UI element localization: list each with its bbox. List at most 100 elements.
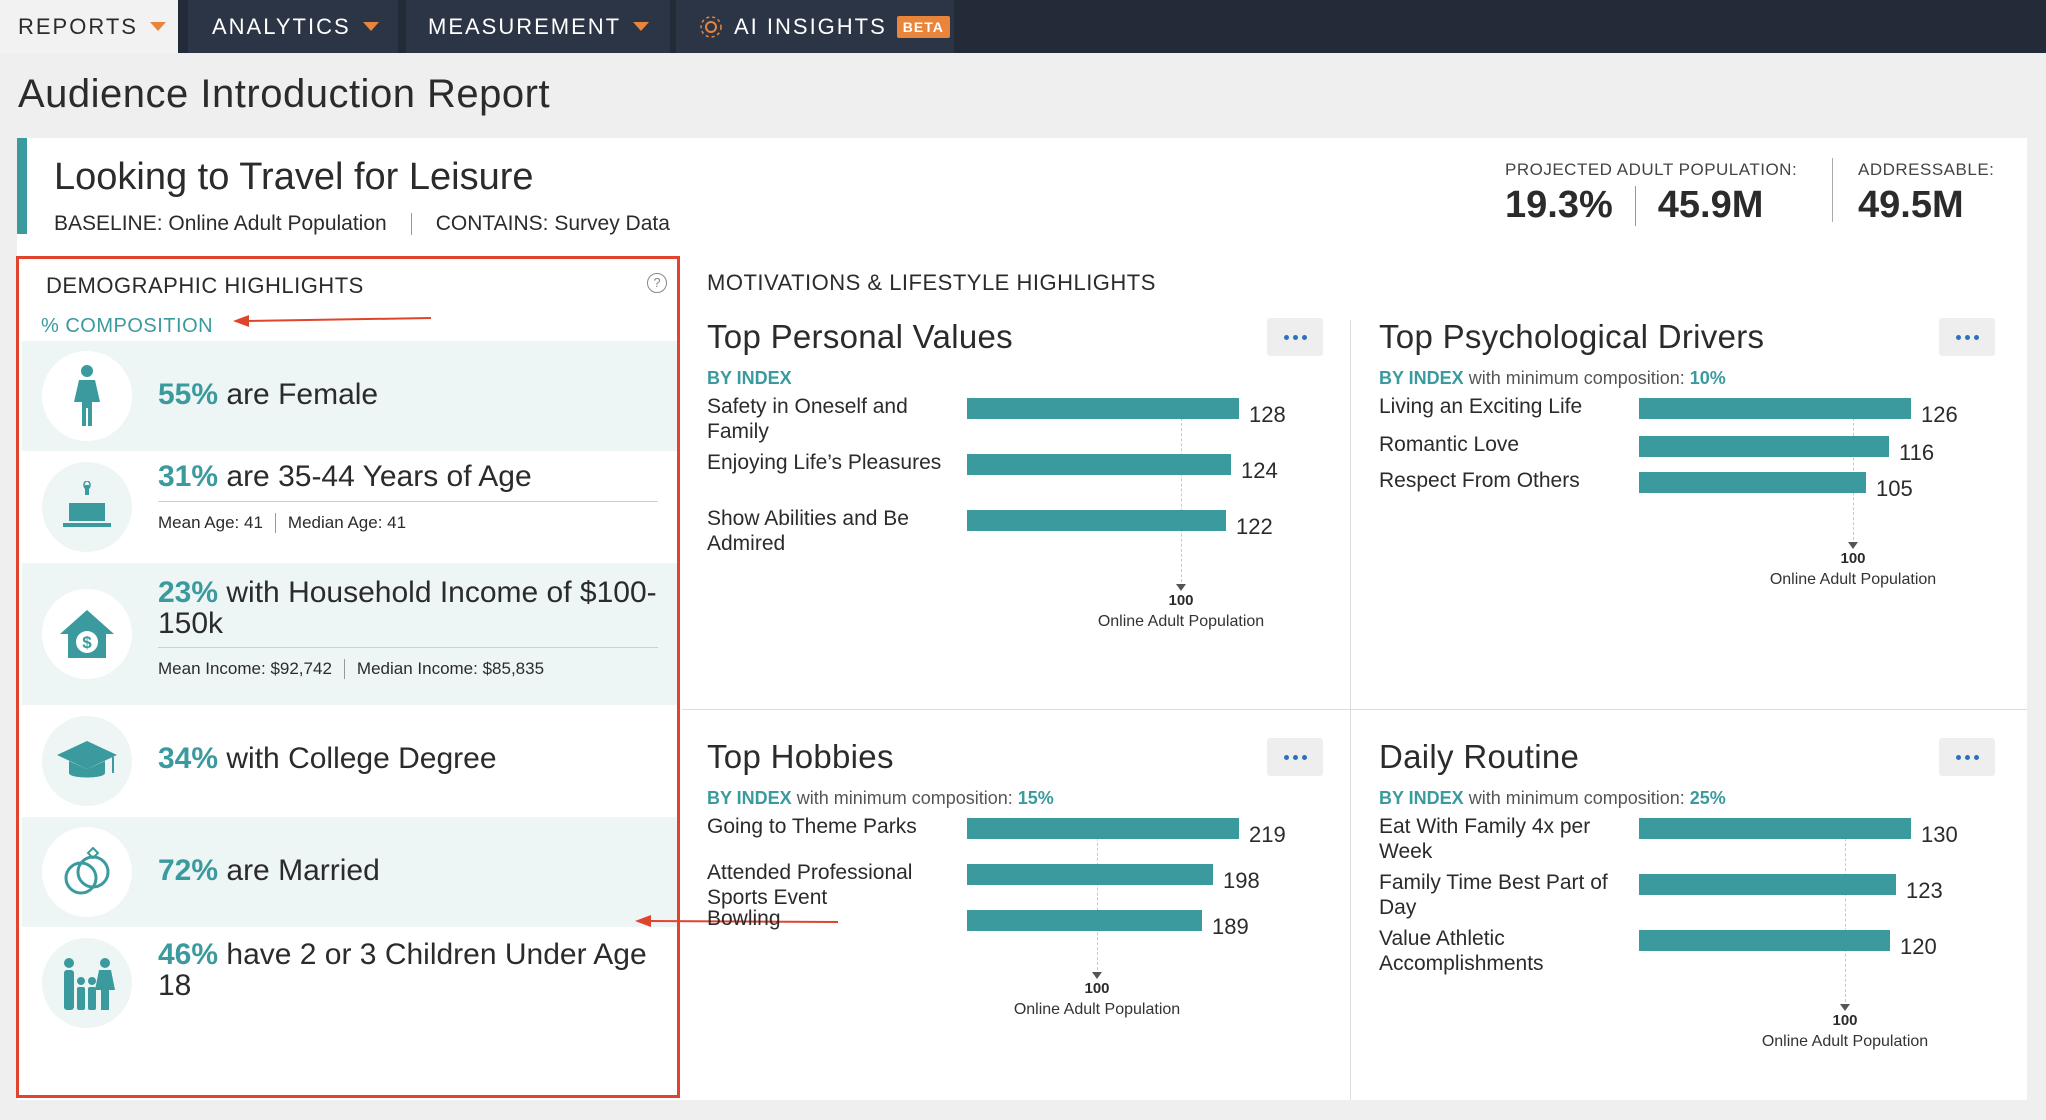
bar[interactable] [1639, 818, 1911, 839]
motivations-heading: MOTIVATIONS & LIFESTYLE HIGHLIGHTS [707, 270, 1156, 295]
dot-icon [1301, 754, 1307, 760]
min-composition-text: with minimum composition: [791, 788, 1018, 808]
baseline-value: 100 [1168, 592, 1194, 609]
demo-label: have 2 or 3 Children Under Age 18 [158, 938, 647, 1002]
audience-meta: BASELINE: Online Adult Population CONTAI… [54, 212, 670, 236]
graduation-cap-icon [42, 716, 132, 806]
more-options-button[interactable] [1267, 738, 1323, 776]
divider [682, 709, 2027, 710]
audience-title: Looking to Travel for Leisure [54, 156, 534, 198]
demo-pct: 23% [158, 576, 219, 609]
house-dollar-icon: $ [42, 589, 132, 679]
baseline-marker-icon [1092, 972, 1102, 979]
min-composition-value: 25% [1689, 788, 1726, 808]
help-icon[interactable]: ? [647, 273, 667, 293]
projected-pct: 19.3% [1505, 184, 1613, 226]
bar[interactable] [967, 454, 1231, 475]
page-title: Audience Introduction Report [18, 72, 551, 116]
nav-analytics-label: ANALYTICS [212, 13, 351, 39]
min-composition-text: with minimum composition: [1463, 368, 1690, 388]
more-options-button[interactable] [1267, 318, 1323, 356]
nav-ai-insights[interactable]: AI INSIGHTS BETA [676, 0, 954, 53]
bar[interactable] [1639, 472, 1866, 493]
demo-label: with College Degree [218, 742, 497, 775]
demo-pct: 55% [158, 378, 219, 411]
panel-title: Top Psychological Drivers [1379, 318, 1765, 355]
panel-top-personal-values: Top Personal Values BY INDEX Safety in One… [707, 318, 1347, 698]
nav-analytics[interactable]: ANALYTICS [188, 0, 398, 53]
dot-icon [1964, 334, 1970, 340]
family-icon [42, 938, 132, 1028]
bar-label: Going to Theme Parks [707, 815, 917, 838]
bar[interactable] [967, 864, 1213, 885]
chevron-down-icon [362, 22, 379, 31]
panel-top-hobbies: Top Hobbies BY INDEX with minimum composi… [707, 738, 1347, 1118]
demo-row-age: 31% are 35-44 Years of Age Mean Age: 41 … [22, 451, 677, 563]
bar-value: 198 [1223, 868, 1260, 893]
svg-text:$: $ [82, 633, 92, 652]
addressable-population: ADDRESSABLE: 49.5M [1858, 160, 1994, 227]
divider [410, 213, 412, 235]
bar-value: 124 [1241, 458, 1278, 483]
bar[interactable] [967, 398, 1239, 419]
female-icon [42, 351, 132, 441]
composition-label[interactable]: % COMPOSITION [41, 315, 214, 337]
min-composition-text: with minimum composition: [1463, 788, 1690, 808]
nav-reports-label: REPORTS [18, 13, 138, 39]
divider [158, 647, 658, 648]
wedding-rings-icon [42, 827, 132, 917]
baseline-marker-icon [1176, 584, 1186, 591]
bar-label: Romantic Love [1379, 433, 1520, 456]
panel-subtitle: BY INDEX [707, 368, 792, 389]
top-nav: REPORTS ANALYTICS MEASUREMENT AI INSIGHT… [0, 0, 2046, 53]
demo-row-children: 46% have 2 or 3 Children Under Age 18 [22, 927, 677, 1039]
demo-pct: 34% [158, 742, 219, 775]
bar-label: Living an Exciting Life [1379, 395, 1583, 418]
bar[interactable] [967, 510, 1226, 531]
dot-icon [1973, 334, 1979, 340]
baseline-caption: Online Adult Population [1769, 571, 1937, 588]
bar-label: Attended Professional Sports Event [707, 861, 913, 909]
baseline-value: 100 [1832, 1012, 1858, 1029]
by-index-label: BY INDEX [707, 368, 792, 388]
baseline-caption: Online Adult Population [1013, 1001, 1181, 1018]
more-options-button[interactable] [1939, 738, 1995, 776]
mean-income: Mean Income: $92,742 [158, 659, 332, 678]
birthday-cake-icon [42, 462, 132, 552]
panel-subtitle: BY INDEX with minimum composition: 10% [1379, 368, 1726, 389]
nav-reports[interactable]: REPORTS [0, 0, 178, 53]
dot-icon [1955, 754, 1961, 760]
bar-value: 122 [1236, 514, 1273, 539]
report-card: Looking to Travel for Leisure BASELINE: … [16, 138, 2027, 1100]
panel-subtitle: BY INDEX with minimum composition: 15% [707, 788, 1054, 809]
bar[interactable] [967, 818, 1239, 839]
dot-icon [1964, 754, 1970, 760]
demographic-highlights-panel: DEMOGRAPHIC HIGHLIGHTS ? % COMPOSITION 5… [16, 256, 680, 1098]
demo-row-gender: 55% are Female [22, 341, 677, 451]
demo-row-education: 34% with College Degree [22, 705, 677, 817]
baseline-caption: Online Adult Population [1097, 613, 1265, 630]
nav-measurement[interactable]: MEASUREMENT [406, 0, 670, 53]
baseline-text: BASELINE: Online Adult Population [54, 212, 387, 235]
bar-label: Value Athletic Accomplishments [1379, 927, 1544, 975]
bar[interactable] [1639, 874, 1896, 895]
dot-icon [1955, 334, 1961, 340]
bar-label: Show Abilities and Be Admired [707, 507, 909, 555]
more-options-button[interactable] [1939, 318, 1995, 356]
ai-spark-icon [700, 15, 722, 38]
bar[interactable] [1639, 930, 1890, 951]
dot-icon [1292, 334, 1298, 340]
addressable-count: 49.5M [1858, 184, 1964, 226]
bar[interactable] [1639, 436, 1889, 457]
bar-value: 126 [1921, 402, 1958, 427]
baseline-line [1845, 818, 1846, 1002]
median-income: Median Income: $85,835 [356, 659, 545, 678]
dot-icon [1973, 754, 1979, 760]
baseline-marker-icon [1848, 542, 1858, 549]
chevron-down-icon [633, 22, 650, 31]
bar[interactable] [1639, 398, 1911, 419]
baseline-value: 100 [1840, 550, 1866, 567]
bar[interactable] [967, 910, 1202, 931]
bar-label: Eat With Family 4x per Week [1379, 815, 1591, 863]
baseline-line [1853, 398, 1854, 540]
